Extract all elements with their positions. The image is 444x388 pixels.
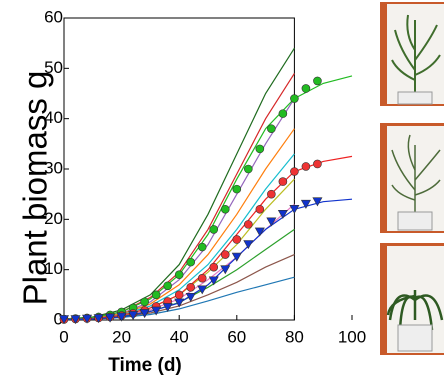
data-point [174, 270, 184, 280]
data-point [255, 144, 265, 154]
y-tick-label: 10 [44, 259, 63, 278]
data-point [197, 242, 207, 252]
data-point [151, 290, 161, 300]
data-point [105, 313, 116, 323]
y-axis-title: Plant biomass g [17, 71, 54, 306]
y-tick-label: 20 [44, 209, 63, 228]
data-point [186, 282, 196, 292]
data-point [300, 199, 311, 209]
plant-photos [380, 2, 444, 355]
data-point [58, 315, 70, 325]
data-point [313, 76, 322, 86]
data-point [267, 124, 276, 134]
data-point [139, 309, 150, 319]
data-point [174, 290, 184, 300]
data-point [82, 314, 93, 324]
data-point [209, 225, 219, 234]
data-point [185, 293, 196, 302]
data-point [255, 204, 265, 214]
data-point [232, 184, 242, 194]
data-point [312, 197, 323, 207]
data-point [278, 109, 288, 118]
data-point [140, 297, 149, 307]
y-tick-label: 60 [44, 7, 63, 26]
data-point [208, 276, 219, 286]
data-point [289, 204, 300, 214]
plant-photo [380, 2, 444, 106]
data-point [220, 204, 230, 214]
data-point [128, 311, 139, 321]
plot-area: 0 10 20 30 40 50 60 0 20 40 60 80 100 [44, 7, 366, 346]
y-tick-label: 40 [44, 108, 63, 127]
x-tick-label: 80 [285, 327, 304, 346]
data-point [162, 303, 173, 313]
x-tick-label: 100 [338, 327, 366, 346]
data-point [313, 159, 322, 169]
data-point [266, 217, 277, 227]
data-point [197, 285, 208, 295]
y-tick-label: 50 [44, 58, 63, 77]
data-point [186, 257, 196, 267]
data-point [93, 314, 104, 324]
x-tick-label: 20 [112, 327, 131, 346]
data-point [277, 210, 288, 219]
data-point [174, 298, 185, 308]
data-point [151, 306, 162, 316]
data-point [244, 164, 253, 174]
data-point [301, 84, 311, 93]
data-point [116, 312, 127, 322]
data-point [70, 315, 81, 325]
data-point [244, 220, 253, 229]
data-point [163, 281, 172, 291]
data-point [278, 177, 288, 186]
data-point [220, 265, 231, 275]
data-point [231, 252, 242, 262]
x-tick-label: 40 [170, 327, 189, 346]
y-tick-label: 30 [44, 158, 63, 177]
y-tick-label: 0 [54, 309, 63, 328]
data-point [197, 273, 207, 283]
x-tick-label: 60 [227, 327, 246, 346]
series-line [63, 75, 353, 320]
data-point [301, 162, 311, 171]
plant-photo [380, 243, 444, 355]
plant-photo [380, 123, 444, 233]
data-point [290, 167, 299, 176]
data-point [290, 94, 299, 103]
data-point [267, 189, 276, 199]
data-point [220, 250, 230, 259]
data-point [209, 262, 219, 272]
data-point [232, 235, 242, 244]
data-point [243, 240, 254, 250]
x-tick-label: 0 [59, 327, 68, 346]
x-axis-title: Time (d) [108, 355, 182, 376]
data-point [254, 227, 265, 237]
